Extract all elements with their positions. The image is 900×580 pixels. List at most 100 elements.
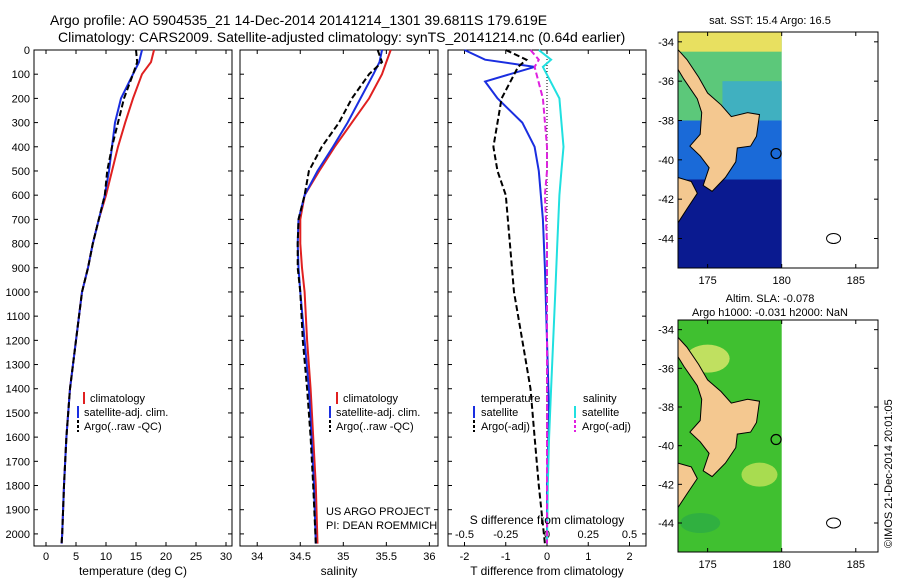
x-tick-label: 15: [130, 551, 142, 563]
y-tick-label: 600: [12, 190, 30, 202]
north-island-land: [677, 48, 761, 192]
y-tick-label: 700: [12, 214, 30, 226]
y-tick-label: 1600: [6, 432, 30, 444]
y-tick-label: 1200: [6, 335, 30, 347]
difference-legend: temperature salinity satellite Argo(-adj…: [473, 393, 631, 433]
x-tick-label: 0: [544, 551, 550, 563]
map-y-tick-label: -44: [658, 518, 674, 530]
x-tick-label: 2: [626, 551, 632, 563]
map-frame: [677, 319, 879, 553]
series-line-argo-raw-qc-: [296, 49, 384, 544]
series-line-argo-raw-qc-: [60, 49, 139, 544]
x-tick-label-salinity: 0.25: [578, 529, 599, 541]
y-tick-label: 500: [12, 166, 30, 178]
y-tick-label: 1000: [6, 287, 30, 299]
legend-header-temperature: temperature: [481, 393, 540, 405]
credit-text: ©IMOS 21-Dec-2014 20:01:05: [883, 399, 895, 548]
salinity-legend: climatology satellite-adj. clim. Argo(..…: [329, 392, 420, 433]
map-y-tick-label: -34: [658, 37, 674, 49]
series-line-satellite: [464, 49, 551, 544]
sla-map-title-line1: Altim. SLA: -0.078: [726, 293, 815, 305]
x-tick-label: 36: [423, 551, 435, 563]
sla-map: -34 -36 -38 -40 -42 -44 175 180 185: [658, 319, 879, 571]
map-y-tick-label: -44: [658, 234, 674, 246]
legend-label-climatology: climatology: [343, 393, 399, 405]
map-y-tick-label: -42: [658, 479, 674, 491]
profile-series: [60, 49, 565, 544]
legend-label-argo: Argo(..raw -QC): [336, 421, 414, 433]
x-tick-label: 35: [337, 551, 349, 563]
sst-field-warm: [678, 32, 782, 52]
y-tick-label: 300: [12, 118, 30, 130]
series-line-satellite-adj-clim-: [296, 49, 383, 544]
project-note-line2: PI: DEAN ROEMMICH: [326, 520, 437, 532]
y-tick-label: 1900: [6, 505, 30, 517]
legend-label-s-argo: Argo(-adj): [582, 421, 631, 433]
x-tick-label: 0: [43, 551, 49, 563]
map-y-tick-label: -40: [658, 155, 674, 167]
chatham-islands: [826, 233, 842, 244]
map-y-tick-label: -42: [658, 194, 674, 206]
series-line-climatology: [60, 49, 155, 544]
axes-ticks: 0100200300400500600700800900100011001200…: [6, 45, 646, 563]
temperature-xlabel: temperature (deg C): [79, 564, 187, 578]
legend-label-satellite: satellite-adj. clim.: [336, 407, 420, 419]
temperature-plot-frame: [33, 49, 233, 547]
y-tick-label: 1400: [6, 384, 30, 396]
sla-anomaly-high: [741, 462, 778, 487]
map-y-tick-label: -38: [658, 116, 674, 128]
project-note-line1: US ARGO PROJECT: [326, 506, 431, 518]
y-tick-label: 1100: [6, 311, 30, 323]
legend-label-t-argo: Argo(-adj): [481, 421, 530, 433]
legend-label-t-satellite: satellite: [481, 407, 518, 419]
argo-float-marker: [770, 147, 782, 160]
map-y-tick-label: -36: [658, 363, 674, 375]
legend-label-satellite: satellite-adj. clim.: [84, 407, 168, 419]
difference-xlabel-top: S difference from climatology: [470, 513, 625, 527]
series-line-satellite-salinity-: [538, 49, 565, 544]
x-tick-label: -1: [501, 551, 511, 563]
sla-map-title-line2: Argo h1000: -0.031 h2000: NaN: [692, 307, 848, 319]
y-tick-label: 1300: [6, 360, 30, 372]
sla-anomaly-low: [680, 513, 721, 533]
map-y-tick-label: -34: [658, 325, 674, 337]
x-tick-label: 1: [585, 551, 591, 563]
sst-map: -34 -36 -38 -40 -42 -44 175 180 185: [658, 31, 879, 287]
y-tick-label: 200: [12, 93, 30, 105]
y-tick-label: 1700: [6, 456, 30, 468]
legend-header-salinity: salinity: [583, 393, 617, 405]
x-tick-label-salinity: -0.5: [455, 529, 474, 541]
map-x-tick-label: 185: [847, 559, 865, 571]
x-tick-label: 25: [190, 551, 202, 563]
legend-label-climatology: climatology: [90, 393, 146, 405]
y-tick-label: 0: [24, 45, 30, 57]
map-x-tick-label: 175: [698, 275, 716, 287]
map-x-tick-label: 175: [698, 559, 716, 571]
figure-title-line1: Argo profile: AO 5904535_21 14-Dec-2014 …: [50, 12, 547, 28]
x-tick-label: 30: [220, 551, 232, 563]
salinity-xlabel: salinity: [321, 564, 358, 578]
y-tick-label: 2000: [6, 529, 30, 541]
x-tick-label: 34.5: [290, 551, 311, 563]
temperature-legend: climatology satellite-adj. clim. Argo(..…: [77, 392, 168, 433]
x-tick-label: -2: [460, 551, 470, 563]
x-tick-label: 34: [251, 551, 263, 563]
y-tick-label: 1800: [6, 481, 30, 493]
series-line-argo-adj-: [492, 49, 546, 544]
difference-xlabel: T difference from climatology: [470, 564, 624, 578]
series-line-argo-adj-salinity-: [529, 49, 548, 544]
sst-map-title: sat. SST: 15.4 Argo: 16.5: [709, 15, 831, 27]
map-x-tick-label: 180: [773, 275, 791, 287]
y-tick-label: 800: [12, 239, 30, 251]
map-y-tick-label: -38: [658, 402, 674, 414]
x-tick-label-salinity: -0.25: [493, 529, 518, 541]
argo-float-marker: [770, 433, 782, 446]
salinity-plot-frame: [239, 49, 439, 547]
legend-label-argo: Argo(..raw -QC): [84, 421, 162, 433]
x-tick-label: 10: [100, 551, 112, 563]
x-tick-label: 20: [160, 551, 172, 563]
x-tick-label: 5: [73, 551, 79, 563]
x-tick-label: 35.5: [376, 551, 397, 563]
map-x-tick-label: 185: [847, 275, 865, 287]
